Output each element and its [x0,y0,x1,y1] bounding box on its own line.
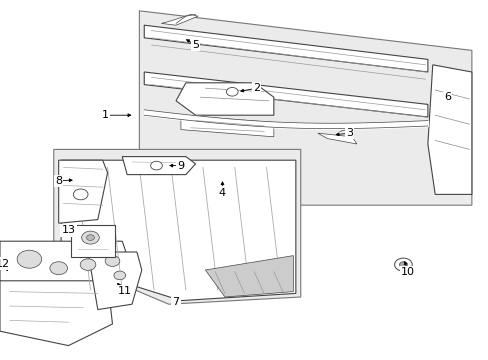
Circle shape [150,161,162,170]
Polygon shape [54,149,300,304]
Polygon shape [144,25,427,72]
Polygon shape [88,252,142,310]
Text: 11: 11 [118,286,131,296]
Circle shape [114,271,125,280]
Circle shape [80,259,96,270]
Circle shape [86,235,94,240]
Text: 6: 6 [443,92,450,102]
Text: 12: 12 [0,258,9,269]
Polygon shape [122,157,195,175]
Polygon shape [205,256,293,297]
Circle shape [105,256,120,266]
Text: 13: 13 [61,225,75,235]
Circle shape [399,262,407,267]
Polygon shape [71,225,115,257]
Text: 9: 9 [177,161,184,171]
Text: 4: 4 [219,188,225,198]
Text: 1: 1 [102,110,108,120]
Polygon shape [139,11,471,205]
Circle shape [17,250,41,268]
Polygon shape [181,115,273,137]
Circle shape [73,189,88,200]
Polygon shape [59,160,107,223]
Text: 5: 5 [192,40,199,50]
Circle shape [226,87,238,96]
Polygon shape [176,83,273,115]
Text: 8: 8 [55,176,62,186]
Text: 7: 7 [172,297,179,307]
Circle shape [394,258,411,271]
Text: 2: 2 [253,83,260,93]
Circle shape [81,231,99,244]
Polygon shape [0,241,127,292]
Circle shape [50,262,67,275]
Polygon shape [161,14,198,25]
Polygon shape [427,65,471,194]
Polygon shape [317,133,356,144]
Text: 10: 10 [401,267,414,277]
Polygon shape [0,281,112,346]
Polygon shape [144,72,427,117]
Text: 3: 3 [346,128,352,138]
Polygon shape [61,160,295,301]
